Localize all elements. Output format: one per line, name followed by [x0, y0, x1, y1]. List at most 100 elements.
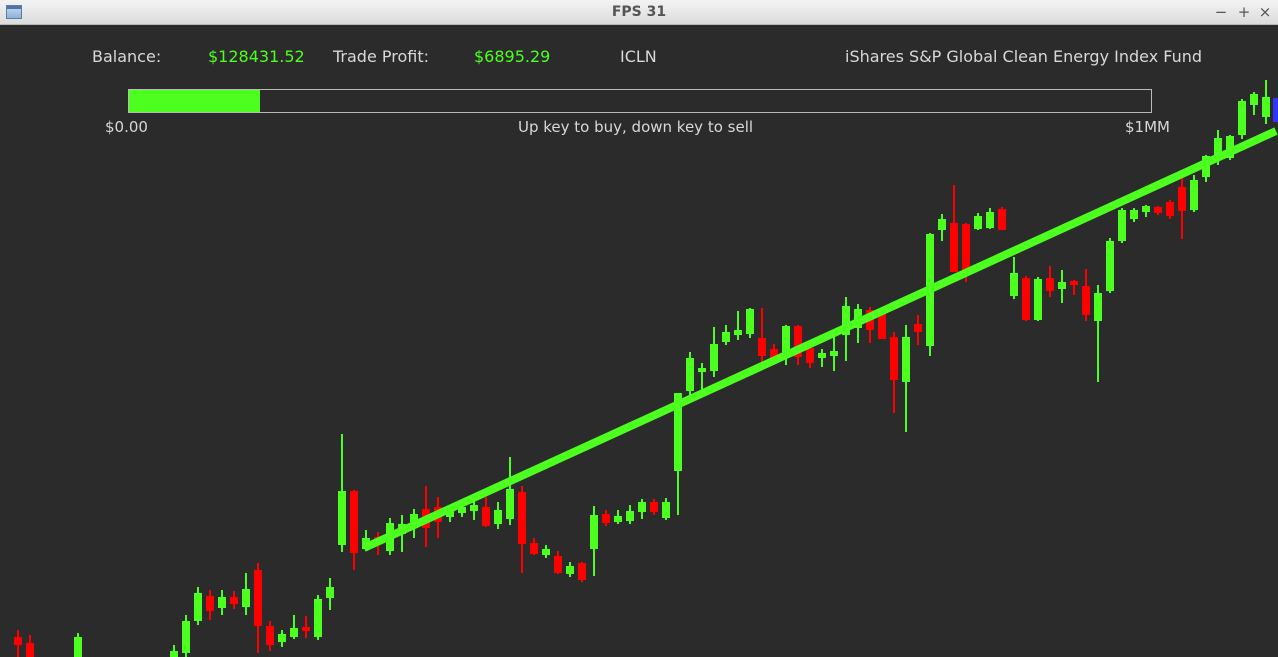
candle-body	[602, 514, 610, 523]
candle	[734, 311, 742, 340]
candle-body	[266, 626, 274, 645]
candle	[1142, 205, 1150, 217]
candle	[206, 590, 214, 620]
candle	[1046, 266, 1054, 297]
game-canvas[interactable]: Balance: $128431.52 Trade Profit: $6895.…	[0, 25, 1278, 657]
candle-body	[758, 338, 766, 356]
candle-body	[1142, 206, 1150, 212]
balance-label: Balance:	[92, 47, 162, 66]
candle	[170, 645, 178, 657]
candle-body	[1106, 241, 1114, 291]
candle-body	[230, 597, 238, 604]
candle	[686, 352, 694, 397]
candle	[1214, 130, 1222, 165]
candle	[1166, 200, 1174, 219]
candle-body	[74, 637, 82, 657]
candle	[494, 502, 502, 529]
candle-body	[338, 491, 346, 545]
candle-wick	[701, 363, 703, 390]
candle-body	[1010, 273, 1018, 296]
candle-body	[686, 358, 694, 391]
candle	[818, 349, 826, 367]
balance-progress-fill	[129, 90, 260, 112]
candle	[962, 223, 970, 282]
candle	[578, 562, 586, 582]
trade-hint: Up key to buy, down key to sell	[518, 118, 754, 136]
candle	[626, 505, 634, 524]
window-title: FPS 31	[611, 4, 667, 20]
candle	[794, 325, 802, 365]
candle	[590, 506, 598, 576]
candle	[350, 490, 358, 570]
candle	[518, 486, 526, 573]
candle-body	[542, 549, 550, 555]
candle	[254, 563, 262, 653]
candle-body	[830, 351, 838, 356]
current-price-marker	[1273, 98, 1278, 122]
minimize-button[interactable]: −	[1214, 3, 1228, 21]
candle-body	[554, 556, 562, 573]
candle	[770, 344, 778, 365]
candle-body	[998, 209, 1006, 230]
fund-name: iShares S&P Global Clean Energy Index Fu…	[845, 47, 1203, 66]
candle-body	[254, 570, 262, 626]
candle-body	[662, 502, 670, 518]
window-titlebar: FPS 31 − + ×	[0, 0, 1278, 25]
balance-value: $128431.52	[208, 47, 305, 66]
ticker-symbol: ICLN	[620, 47, 657, 66]
candle-body	[1238, 101, 1246, 135]
candle	[890, 332, 898, 413]
candle	[1034, 277, 1042, 321]
candle-body	[842, 306, 850, 335]
candle	[14, 630, 22, 657]
candle	[1178, 174, 1186, 239]
candle	[1094, 285, 1102, 382]
close-button[interactable]: ×	[1258, 3, 1272, 21]
candle	[326, 578, 334, 610]
candle	[542, 545, 550, 558]
candle-body	[350, 491, 358, 553]
candle	[662, 498, 670, 520]
candle-body	[890, 337, 898, 380]
candle-body	[806, 348, 814, 363]
balance-progress-bar	[128, 89, 1152, 113]
candle	[938, 214, 946, 241]
candle	[1082, 269, 1090, 321]
candle	[1262, 80, 1270, 124]
candle-body	[194, 593, 202, 621]
candle-body	[1154, 207, 1162, 213]
candle	[458, 503, 466, 517]
progress-max-label: $1MM	[1125, 118, 1170, 136]
candle	[650, 499, 658, 515]
candle-body	[638, 502, 646, 512]
candle-body	[1046, 278, 1054, 291]
candle	[278, 630, 286, 647]
candle	[998, 207, 1006, 230]
candle	[974, 213, 982, 230]
candle-body	[734, 330, 742, 335]
candle-body	[14, 637, 22, 645]
candle	[746, 308, 754, 338]
candle-body	[986, 212, 994, 228]
candle	[914, 315, 922, 345]
candle	[986, 208, 994, 229]
candle-body	[938, 219, 946, 230]
candle	[698, 363, 706, 390]
candle-body	[1130, 210, 1138, 219]
candle	[230, 591, 238, 609]
candle-wick	[293, 615, 295, 639]
candle-body	[470, 505, 478, 511]
candle-body	[170, 651, 178, 657]
candle-body	[26, 643, 34, 657]
candle	[782, 325, 790, 365]
candle	[530, 538, 538, 555]
candle-body	[326, 587, 334, 598]
candle-body	[782, 326, 790, 357]
candle	[722, 325, 730, 345]
candle	[950, 185, 958, 272]
candle	[26, 635, 34, 657]
maximize-button[interactable]: +	[1237, 3, 1251, 21]
candle-body	[794, 326, 802, 357]
candle-body	[674, 393, 682, 471]
candle	[878, 309, 886, 339]
